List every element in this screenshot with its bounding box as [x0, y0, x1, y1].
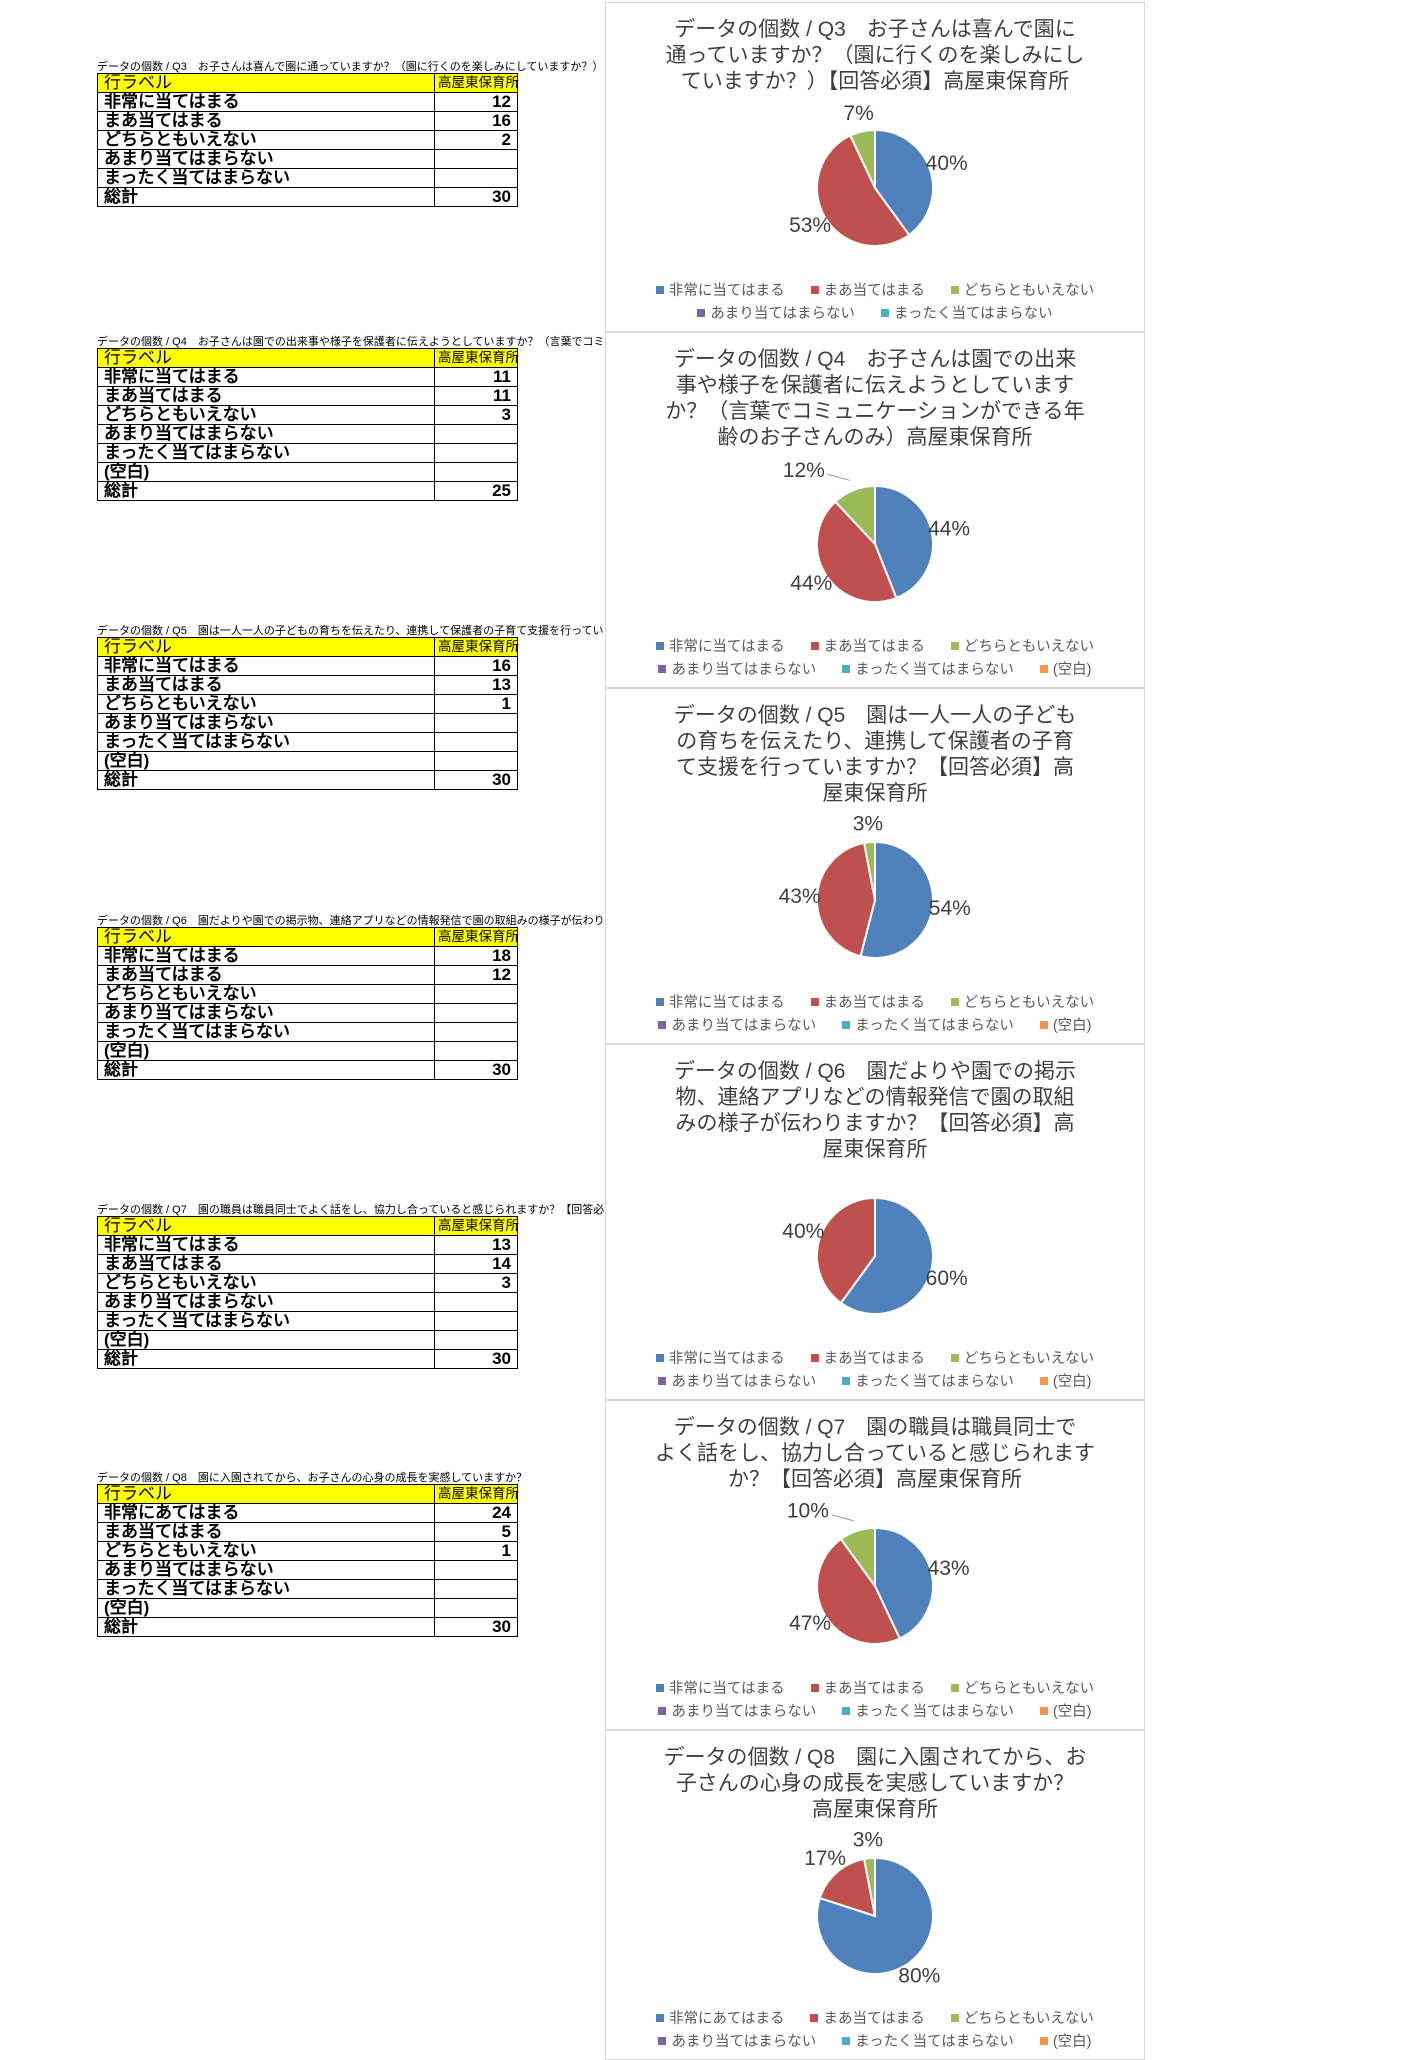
- svg-text:80%: 80%: [898, 1965, 940, 1988]
- svg-text:43%: 43%: [928, 1557, 970, 1580]
- svg-text:54%: 54%: [929, 897, 971, 920]
- svg-text:7%: 7%: [843, 102, 873, 125]
- svg-text:53%: 53%: [789, 214, 831, 237]
- svg-text:40%: 40%: [926, 152, 968, 175]
- svg-text:47%: 47%: [789, 1612, 831, 1635]
- svg-text:10%: 10%: [787, 1499, 829, 1522]
- svg-text:44%: 44%: [790, 572, 832, 595]
- svg-text:12%: 12%: [783, 459, 825, 482]
- svg-text:3%: 3%: [853, 1828, 883, 1851]
- svg-text:44%: 44%: [928, 517, 970, 540]
- svg-text:17%: 17%: [804, 1847, 846, 1870]
- svg-text:43%: 43%: [779, 885, 821, 908]
- svg-text:60%: 60%: [926, 1267, 968, 1290]
- svg-text:3%: 3%: [853, 812, 883, 835]
- svg-text:40%: 40%: [782, 1220, 824, 1243]
